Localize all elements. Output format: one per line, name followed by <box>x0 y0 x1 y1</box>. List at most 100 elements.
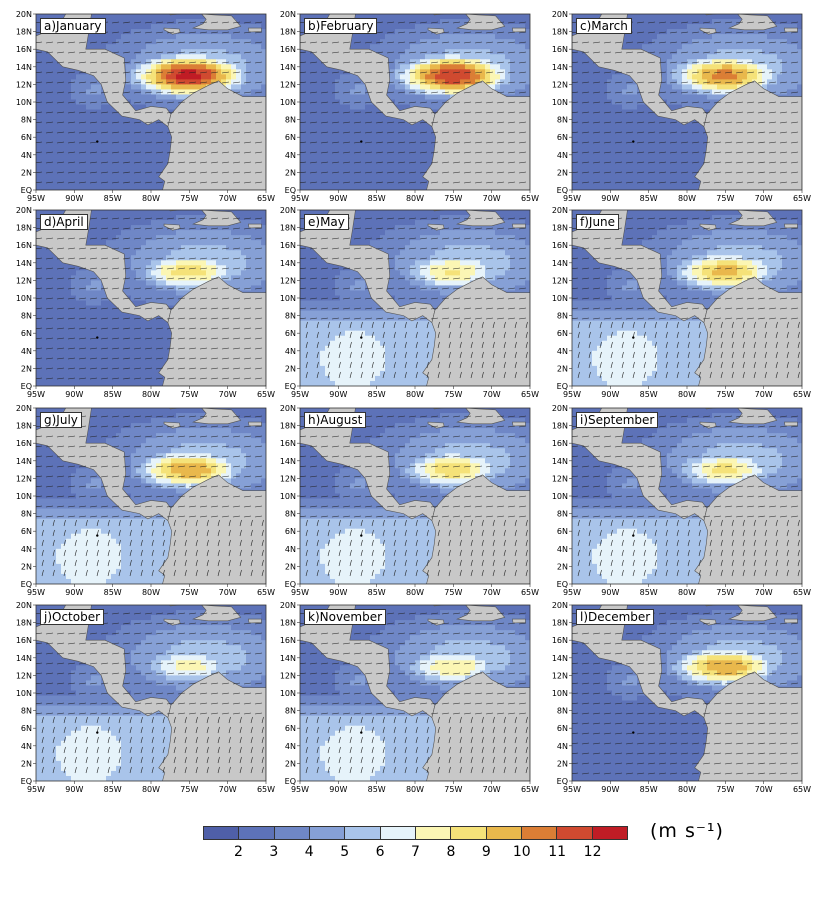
colorbar-tick-label: 10 <box>513 844 531 860</box>
colorbar-swatch <box>592 827 627 839</box>
latitude-tick-label: 2N <box>285 562 296 571</box>
latitude-tick-label: 14N <box>552 63 568 72</box>
latitude-tick-label: 2N <box>285 759 296 768</box>
longitude-tick-label: 95W <box>563 390 581 399</box>
longitude-tick-label: 90W <box>601 194 619 203</box>
colorbar-tick-label: 3 <box>269 844 278 860</box>
latitude-tick-label: 14N <box>280 259 296 268</box>
latitude-tick-label: 4N <box>21 151 32 160</box>
latitude-tick-label: 14N <box>280 63 296 72</box>
latitude-tick-label: 20N <box>16 601 32 610</box>
latitude-tick-label: 8N <box>21 116 32 125</box>
colorbar-tick-label: 5 <box>340 844 349 860</box>
latitude-tick-label: 8N <box>285 312 296 321</box>
longitude-tick-label: 90W <box>601 390 619 399</box>
latitude-tick-label: 6N <box>285 133 296 142</box>
map-panel: 20N 18N 16N 14N 12N 10N 8N 6N 4N 2N EQ 95W 90W 85W 80W… <box>16 404 275 597</box>
latitude-tick-label: 4N <box>285 347 296 356</box>
latitude-tick-label: 8N <box>285 510 296 519</box>
colorbar-swatch <box>486 827 522 839</box>
longitude-tick-label: 75W <box>180 194 198 203</box>
latitude-tick-label: 12N <box>552 474 568 483</box>
longitude-tick-label: 85W <box>104 390 122 399</box>
longitude-tick-label: 80W <box>142 785 160 794</box>
latitude-tick-label: 18N <box>552 619 568 628</box>
latitude-tick-label: 6N <box>285 527 296 536</box>
map-panel: 20N 18N 16N 14N 12N 10N 8N 6N 4N 2N EQ 95W 90W 85W 80W… <box>280 10 539 203</box>
colorbar-tick-label: 4 <box>305 844 314 860</box>
longitude-tick-label: 70W <box>755 390 773 399</box>
latitude-tick-label: 4N <box>285 151 296 160</box>
latitude-tick-label: 18N <box>16 619 32 628</box>
map-panel: 20N 18N 16N 14N 12N 10N 8N 6N 4N 2N EQ 95W 90W 85W 80W… <box>16 601 275 794</box>
latitude-tick-label: 12N <box>280 276 296 285</box>
latitude-tick-label: 8N <box>557 510 568 519</box>
latitude-tick-label: EQ <box>21 382 32 391</box>
latitude-tick-label: 4N <box>557 347 568 356</box>
latitude-tick-label: 8N <box>285 707 296 716</box>
colorbar-swatch <box>309 827 346 839</box>
latitude-tick-label: 14N <box>552 654 568 663</box>
latitude-tick-label: EQ <box>557 777 568 786</box>
longitude-tick-label: 75W <box>180 588 198 597</box>
longitude-tick-label: 75W <box>444 785 462 794</box>
map-panel: 20N 18N 16N 14N 12N 10N 8N 6N 4N 2N EQ 95W 90W 85W 80W… <box>16 206 275 399</box>
panel-label: l)December <box>576 609 655 625</box>
latitude-tick-label: 16N <box>552 45 568 54</box>
latitude-tick-label: 10N <box>16 689 32 698</box>
colorbar-swatch <box>557 827 593 839</box>
longitude-tick-label: 80W <box>678 194 696 203</box>
latitude-tick-label: 8N <box>557 707 568 716</box>
latitude-tick-label: 6N <box>557 329 568 338</box>
latitude-tick-label: 6N <box>557 527 568 536</box>
latitude-tick-label: 2N <box>557 168 568 177</box>
latitude-tick-label: 6N <box>285 724 296 733</box>
latitude-tick-label: 12N <box>552 671 568 680</box>
latitude-tick-label: 20N <box>16 10 32 19</box>
colorbar-tick-label: 12 <box>584 844 602 860</box>
longitude-tick-label: 75W <box>716 194 734 203</box>
longitude-tick-label: 95W <box>291 588 309 597</box>
latitude-tick-label: EQ <box>557 580 568 589</box>
latitude-tick-label: EQ <box>285 186 296 195</box>
latitude-tick-label: EQ <box>285 382 296 391</box>
longitude-tick-label: 70W <box>755 785 773 794</box>
colorbar-swatch <box>415 827 452 839</box>
longitude-tick-label: 65W <box>793 194 811 203</box>
latitude-tick-label: 12N <box>16 474 32 483</box>
longitude-tick-label: 85W <box>368 588 386 597</box>
latitude-tick-label: 4N <box>21 545 32 554</box>
longitude-tick-label: 90W <box>601 588 619 597</box>
latitude-tick-label: 6N <box>285 329 296 338</box>
longitude-tick-label: 75W <box>716 588 734 597</box>
latitude-tick-label: 10N <box>280 98 296 107</box>
latitude-tick-label: 6N <box>21 724 32 733</box>
longitude-tick-label: 90W <box>65 588 83 597</box>
longitude-tick-label: 80W <box>406 785 424 794</box>
longitude-tick-label: 80W <box>678 588 696 597</box>
longitude-tick-label: 95W <box>563 194 581 203</box>
latitude-tick-label: 4N <box>557 151 568 160</box>
latitude-tick-label: 20N <box>280 601 296 610</box>
latitude-tick-label: 16N <box>16 636 32 645</box>
longitude-tick-label: 75W <box>716 390 734 399</box>
longitude-tick-label: 95W <box>563 785 581 794</box>
latitude-tick-label: EQ <box>557 186 568 195</box>
map-panel: 20N 18N 16N 14N 12N 10N 8N 6N 4N 2N EQ 95W 90W 85W 80W… <box>280 206 539 399</box>
longitude-tick-label: 65W <box>257 785 275 794</box>
latitude-tick-label: 6N <box>21 133 32 142</box>
latitude-tick-label: 12N <box>280 80 296 89</box>
latitude-tick-label: 14N <box>552 457 568 466</box>
longitude-tick-label: 90W <box>329 194 347 203</box>
panel-label: d)April <box>40 214 88 230</box>
latitude-tick-label: 10N <box>16 294 32 303</box>
latitude-tick-label: 8N <box>21 510 32 519</box>
colorbar <box>203 826 628 840</box>
panel-label: a)January <box>40 18 106 34</box>
longitude-tick-label: 80W <box>406 588 424 597</box>
